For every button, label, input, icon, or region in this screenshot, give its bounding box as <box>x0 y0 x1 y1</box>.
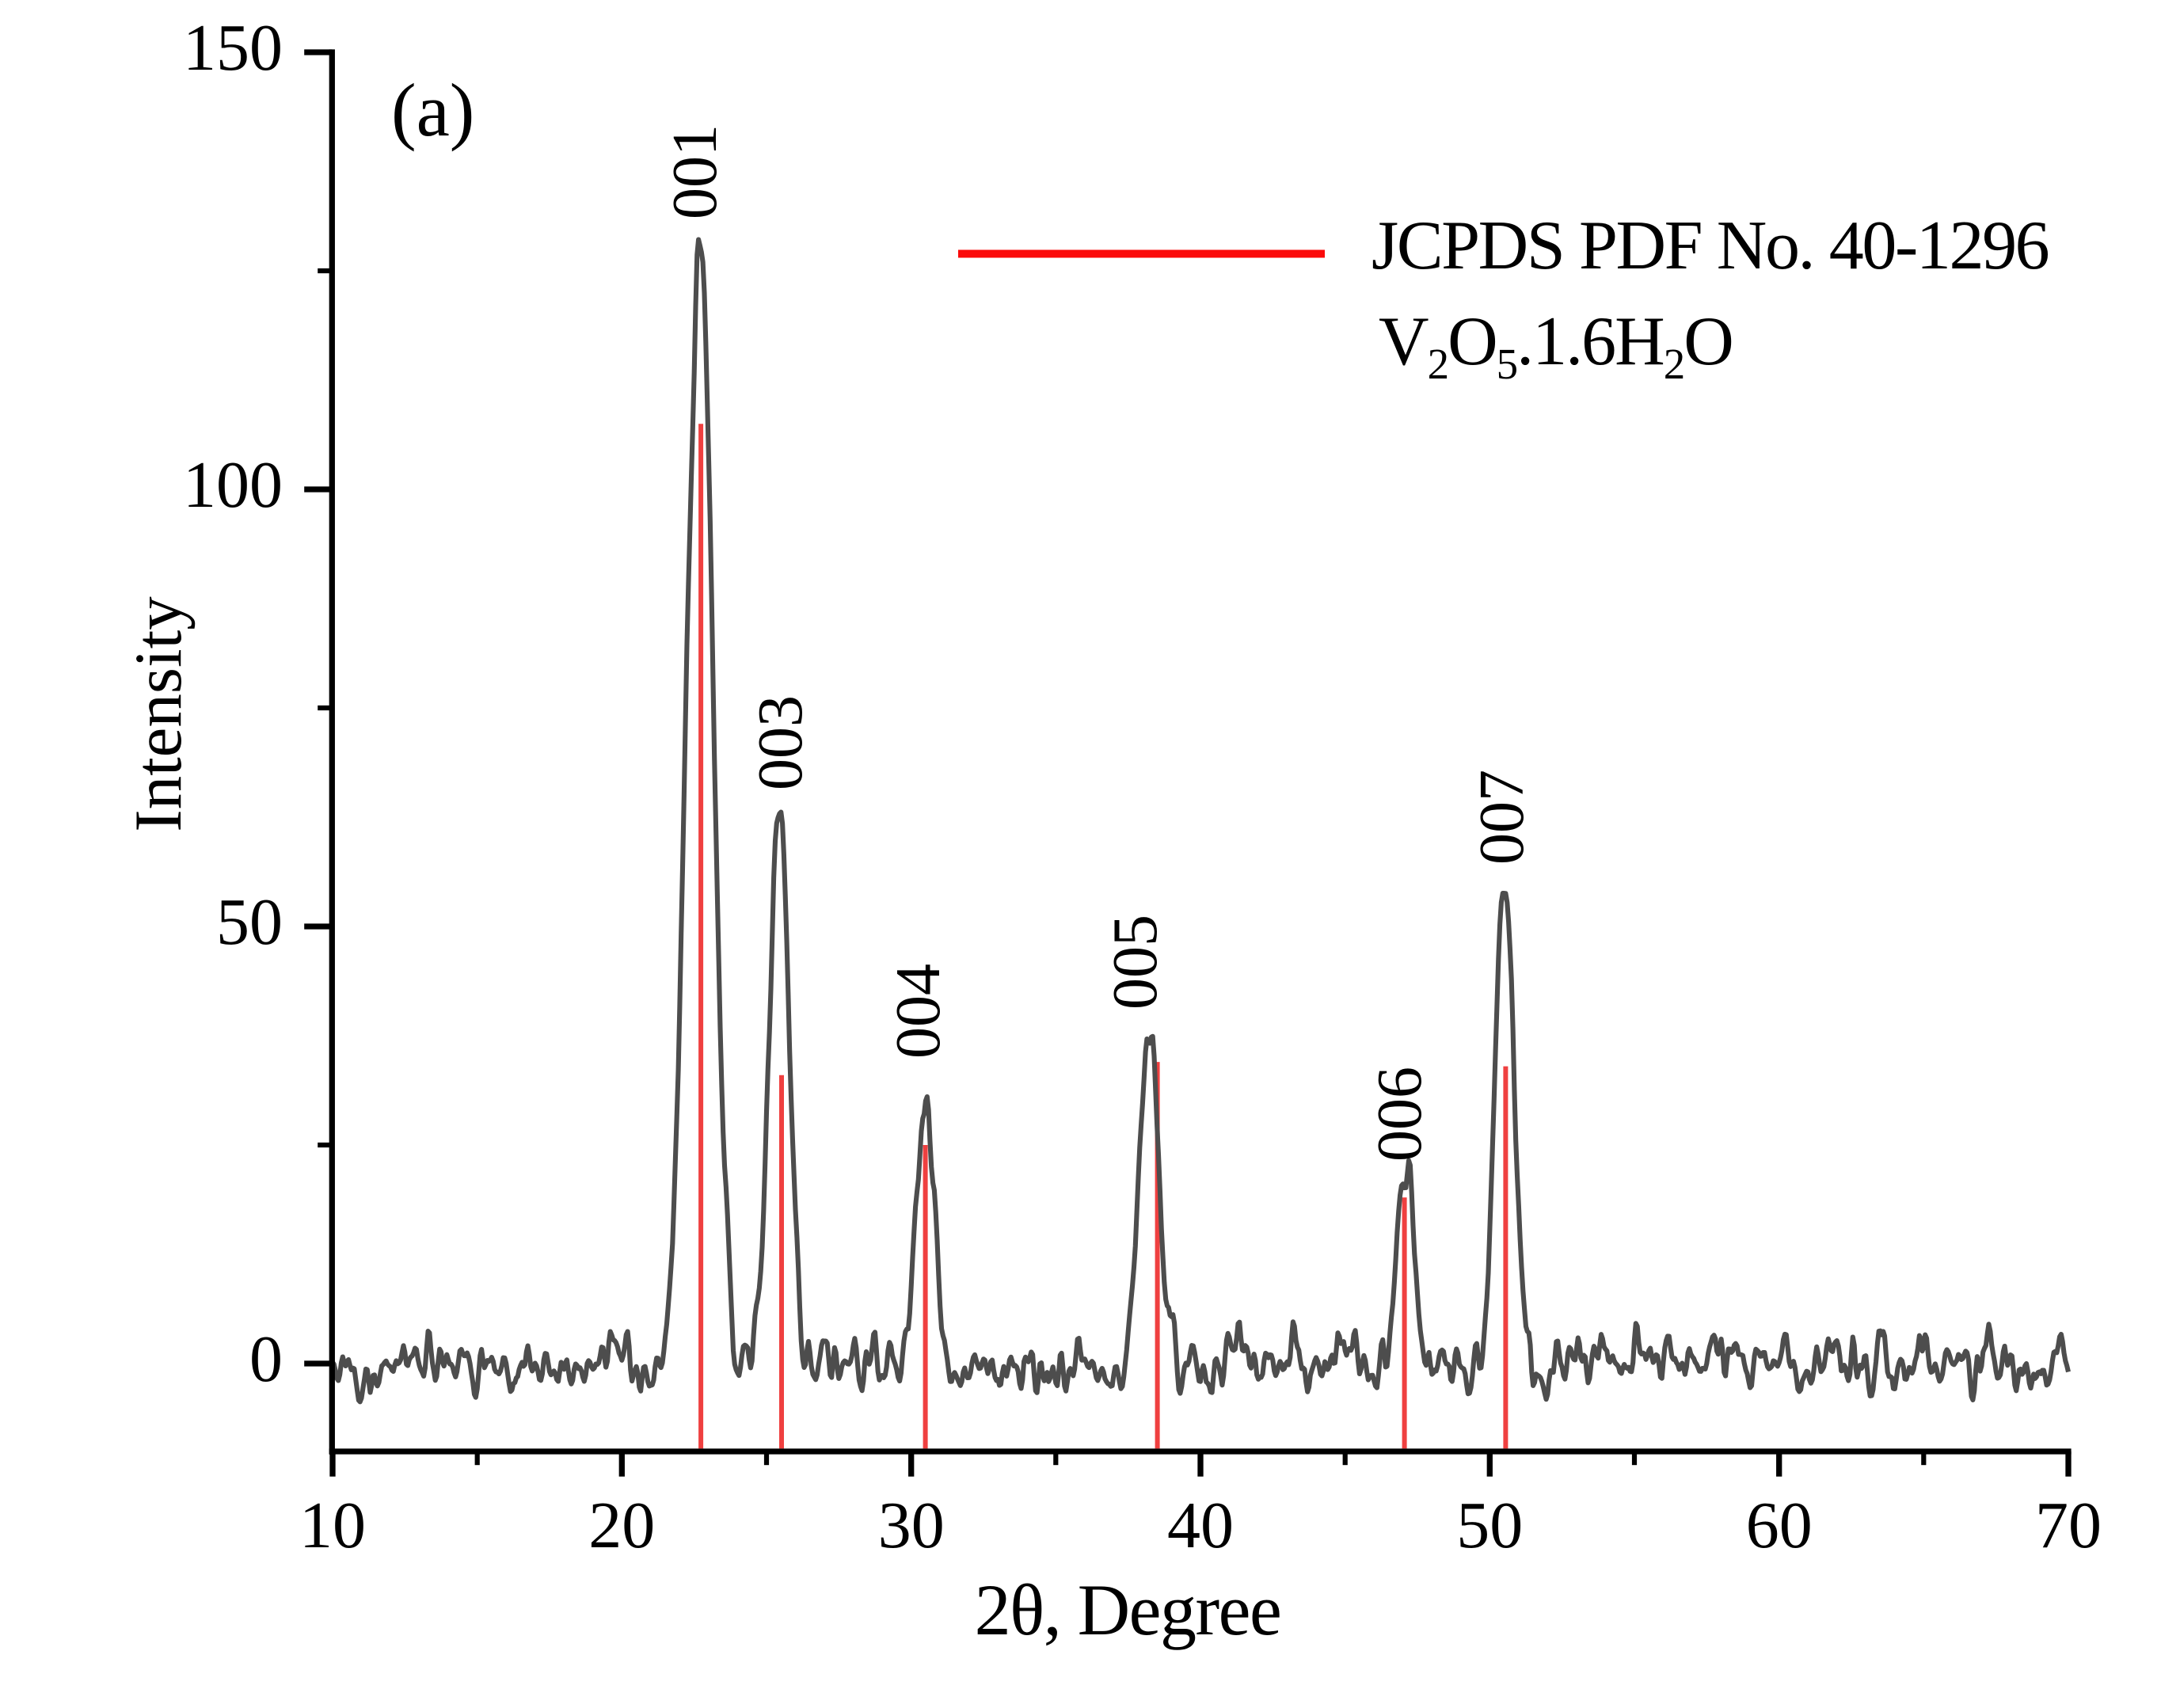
svg-text:60: 60 <box>1746 1489 1813 1562</box>
svg-text:30: 30 <box>878 1489 945 1562</box>
svg-text:007: 007 <box>1467 770 1537 865</box>
svg-text:0: 0 <box>249 1322 283 1396</box>
svg-text:006: 006 <box>1365 1067 1435 1162</box>
svg-text:005: 005 <box>1101 915 1170 1010</box>
svg-text:150: 150 <box>183 11 283 85</box>
svg-text:50: 50 <box>1456 1489 1523 1562</box>
svg-text:001: 001 <box>660 124 730 219</box>
svg-text:70: 70 <box>2035 1489 2102 1562</box>
svg-text:100: 100 <box>183 448 283 522</box>
svg-text:(a): (a) <box>391 68 474 152</box>
svg-text:10: 10 <box>299 1489 366 1562</box>
svg-text:50: 50 <box>216 885 283 959</box>
svg-text:Intensity: Intensity <box>121 596 196 832</box>
svg-text:004: 004 <box>884 964 953 1059</box>
svg-text:20: 20 <box>588 1489 655 1562</box>
svg-text:003: 003 <box>746 695 816 790</box>
svg-text:40: 40 <box>1167 1489 1234 1562</box>
svg-text:JCPDS PDF No. 40-1296: JCPDS PDF No. 40-1296 <box>1372 207 2049 284</box>
svg-text:2θ, Degree: 2θ, Degree <box>975 1569 1281 1650</box>
